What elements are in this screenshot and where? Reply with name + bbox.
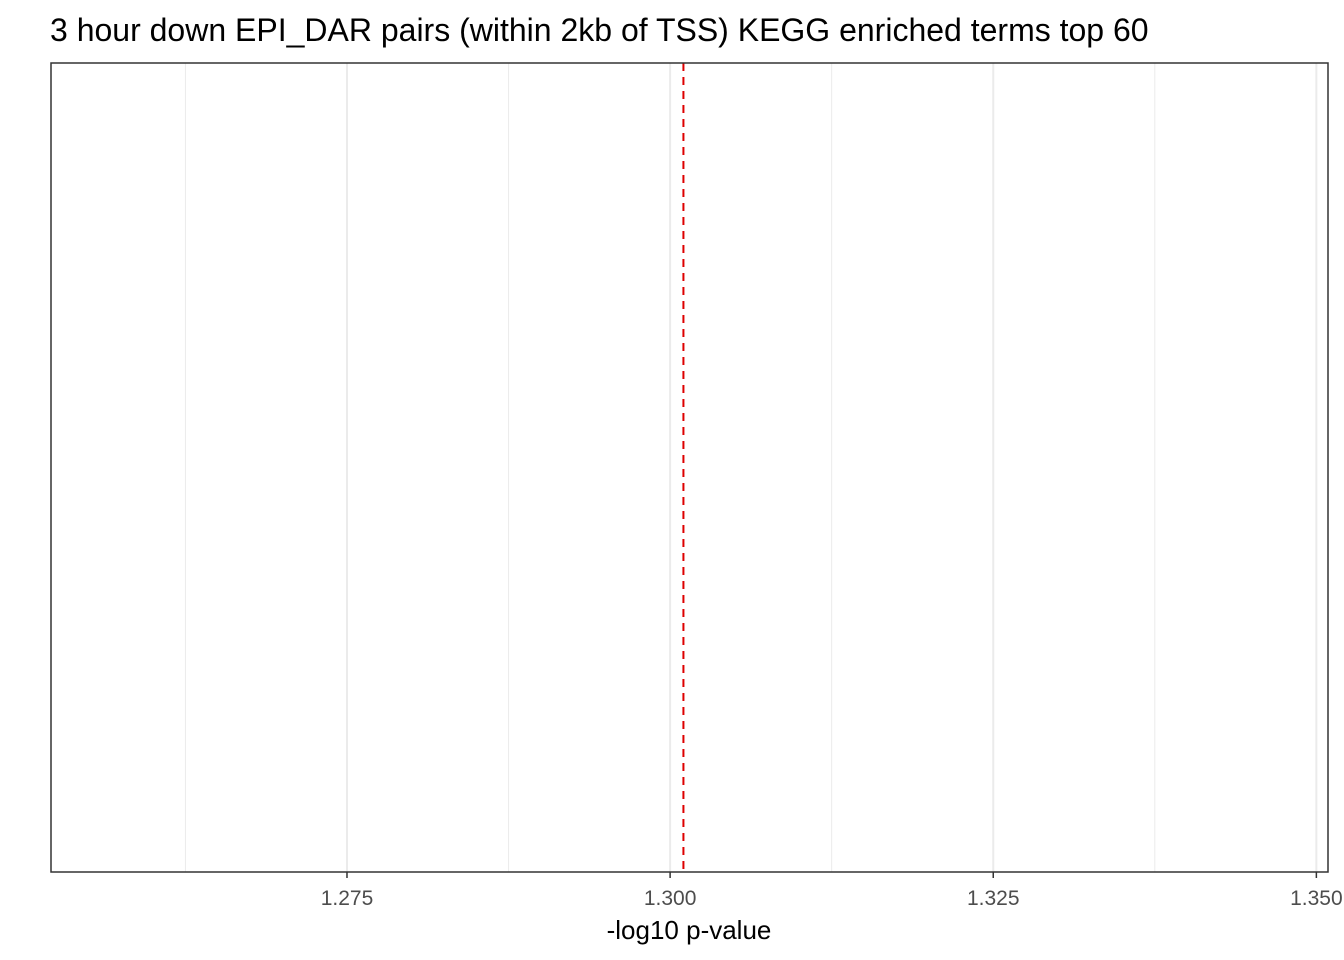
x-tick-label: 1.325 bbox=[967, 887, 1020, 910]
x-tick-label: 1.300 bbox=[644, 887, 697, 910]
x-axis-ticks bbox=[346, 872, 1318, 878]
x-tick-label: 1.350 bbox=[1290, 887, 1343, 910]
x-tick-label: 1.275 bbox=[321, 887, 374, 910]
x-axis-tick-labels: 1.275 1.300 1.325 1.350 bbox=[321, 887, 1343, 910]
plot-panel-border bbox=[50, 62, 1329, 873]
x-axis-title: -log10 p-value bbox=[607, 915, 772, 945]
major-gridlines bbox=[345, 63, 1318, 872]
chart-title: 3 hour down EPI_DAR pairs (within 2kb of… bbox=[50, 12, 1149, 48]
minor-gridlines bbox=[184, 63, 1156, 872]
plot-panel-background bbox=[51, 63, 1328, 872]
